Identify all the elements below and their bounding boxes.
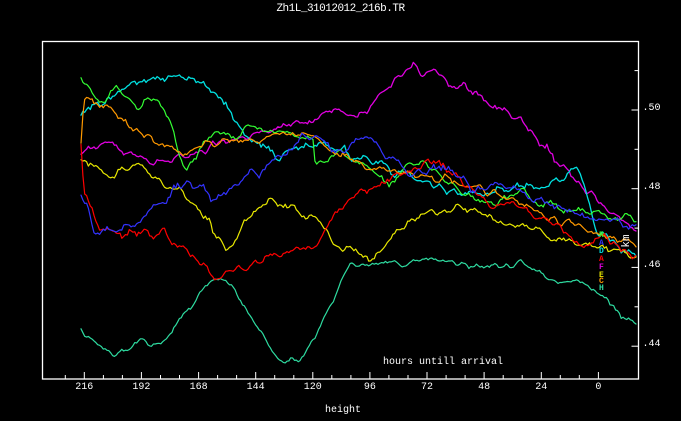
svg-text:km: km bbox=[621, 234, 633, 248]
svg-text:H: H bbox=[599, 284, 604, 293]
